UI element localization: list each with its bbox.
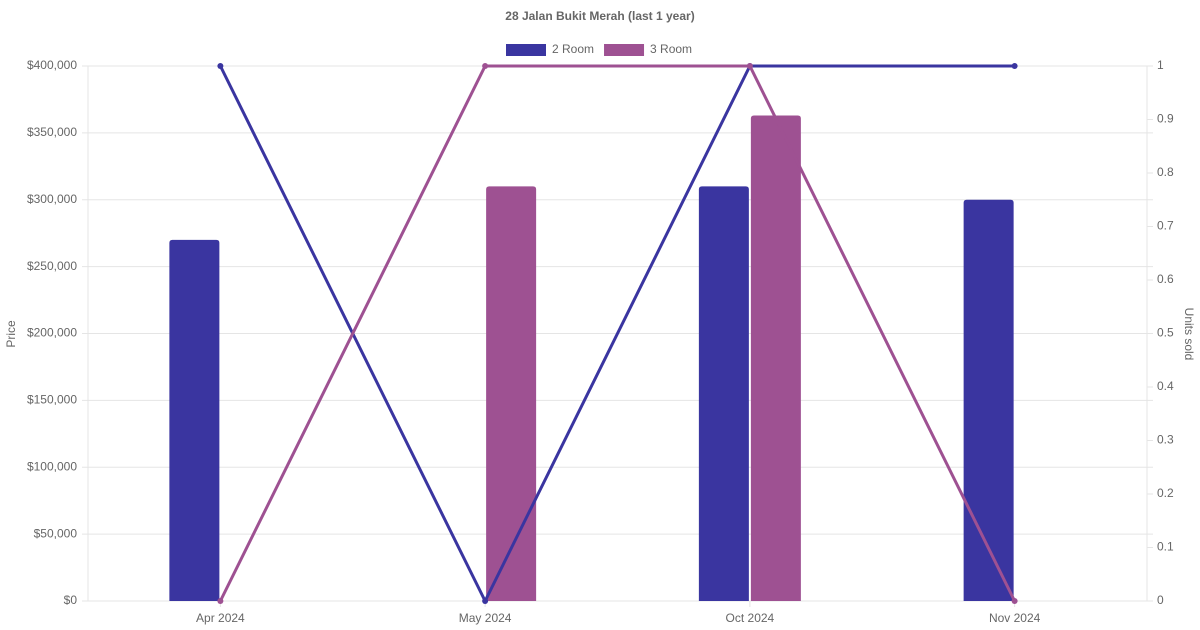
y-tick-label: $50,000 [34,526,78,540]
y2-tick-label: 0 [1157,593,1164,607]
y-tick-label: $350,000 [27,125,77,139]
point [217,598,224,604]
x-tick-label: Apr 2024 [196,611,245,625]
point [746,63,753,69]
x-tick-label: May 2024 [459,611,512,625]
y-tick-label: $100,000 [27,459,77,473]
y2-tick-label: 1 [1157,58,1164,72]
y2-tick-label: 0.7 [1157,219,1174,233]
bar [486,186,537,601]
y2-tick-label: 0.8 [1157,165,1174,179]
y2-tick-label: 0.5 [1157,326,1174,340]
y2-tick-label: 0.1 [1157,540,1174,554]
y-axis-title: Price [4,320,18,348]
legend-label: 2 Room [552,42,594,56]
y-tick-label: $300,000 [27,192,77,206]
y-tick-label: $0 [64,593,78,607]
bar [169,239,220,601]
bar [698,186,749,601]
bar [750,115,801,602]
y2-tick-label: 0.6 [1157,272,1174,286]
y2-tick-label: 0.2 [1157,486,1174,500]
point [1011,63,1018,69]
legend-swatch [604,44,645,56]
point [482,598,489,604]
x-tick-label: Oct 2024 [726,611,775,625]
y2-axis-title: Units sold [1182,308,1196,361]
y-tick-label: $400,000 [27,58,77,72]
y-tick-label: $150,000 [27,393,77,407]
point [1011,598,1018,604]
legend-swatch [506,44,546,56]
y-tick-label: $250,000 [27,259,77,273]
line [219,64,1016,602]
bar [963,199,1014,601]
point [217,63,224,69]
point [482,63,489,69]
x-tick-label: Nov 2024 [989,611,1041,625]
y2-tick-label: 0.4 [1157,379,1174,393]
chart-title: 28 Jalan Bukit Merah (last 1 year) [505,9,694,23]
legend-label: 3 Room [650,42,692,56]
y2-tick-label: 0.9 [1157,112,1174,126]
y-tick-label: $200,000 [27,326,77,340]
y2-tick-label: 0.3 [1157,433,1174,447]
